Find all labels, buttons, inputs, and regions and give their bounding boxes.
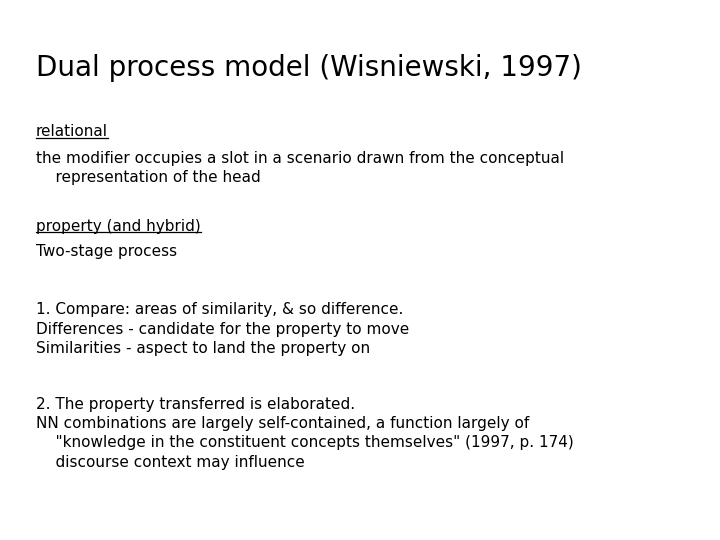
Text: Dual process model (Wisniewski, 1997): Dual process model (Wisniewski, 1997) [36,54,582,82]
Text: the modifier occupies a slot in a scenario drawn from the conceptual
    represe: the modifier occupies a slot in a scenar… [36,151,564,185]
Text: property (and hybrid): property (and hybrid) [36,219,201,234]
Text: Two-stage process: Two-stage process [36,244,177,259]
Text: 1. Compare: areas of similarity, & so difference.
Differences - candidate for th: 1. Compare: areas of similarity, & so di… [36,302,409,356]
Text: 2. The property transferred is elaborated.
NN combinations are largely self-cont: 2. The property transferred is elaborate… [36,397,574,469]
Text: relational: relational [36,124,108,139]
